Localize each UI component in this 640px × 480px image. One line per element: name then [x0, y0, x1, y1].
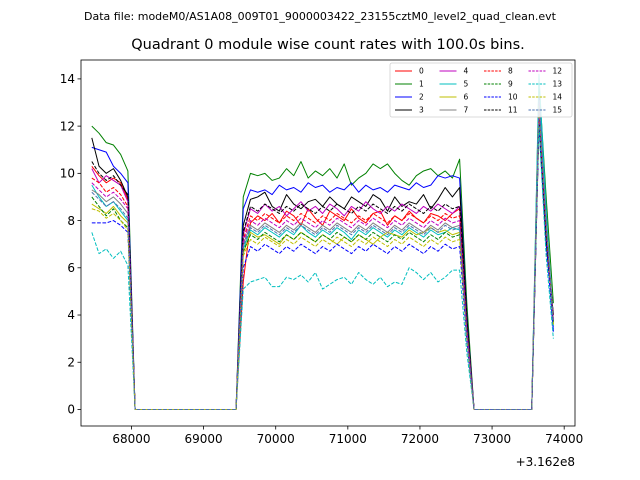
legend-box [389, 62, 573, 118]
x-tick-label-0: 68000 [112, 432, 150, 446]
legend-label-14: 14 [553, 93, 563, 102]
series-line-4 [91, 113, 554, 410]
legend-label-8: 8 [508, 67, 513, 76]
legend-label-11: 11 [508, 106, 518, 115]
x-tick-label-1: 69000 [185, 432, 223, 446]
series-line-8 [91, 118, 554, 410]
x-tick-label-6: 74000 [545, 432, 583, 446]
x-tick-label-2: 70000 [257, 432, 295, 446]
legend-label-2: 2 [419, 93, 424, 102]
axes-layer: 68000 69000 70000 71000 72000 73000 74000 0 2 4 6 8… [60, 59, 583, 446]
x-tick-label-4: 72000 [401, 432, 439, 446]
y-tick-label-2: 4 [67, 308, 75, 322]
y-tick-label-6: 12 [60, 119, 75, 133]
chart-title: Quadrant 0 module wise count rates with … [131, 37, 525, 53]
legend-label-13: 13 [553, 80, 563, 89]
legend-label-9: 9 [508, 80, 513, 89]
legend-label-10: 10 [508, 93, 518, 102]
series-line-14 [91, 104, 554, 410]
series-line-5 [91, 73, 554, 410]
series-line-3 [91, 120, 554, 410]
series-line-11 [91, 116, 554, 410]
x-tick-label-5: 73000 [473, 432, 511, 446]
series-line-1 [91, 80, 554, 410]
y-tick-label-3: 6 [67, 261, 75, 275]
y-tick-label-4: 8 [67, 214, 75, 228]
x-tick-label-3: 71000 [329, 432, 367, 446]
series-line-15 [91, 99, 554, 410]
series-line-2 [91, 97, 554, 410]
legend-label-7: 7 [464, 106, 469, 115]
y-tick-label-0: 0 [67, 403, 75, 417]
series-line-7 [91, 102, 554, 410]
legend-label-1: 1 [419, 80, 424, 89]
legend-label-5: 5 [464, 80, 469, 89]
legend-label-12: 12 [553, 67, 563, 76]
plot-frame [80, 59, 576, 427]
series-line-10 [91, 123, 554, 410]
legend-label-6: 6 [464, 93, 469, 102]
y-tick-label-7: 14 [60, 72, 75, 86]
legend-label-15: 15 [553, 106, 563, 115]
legend-label-4: 4 [464, 67, 469, 76]
y-tick-label-5: 10 [60, 167, 75, 181]
legend-label-0: 0 [419, 67, 424, 76]
y-tick-label-1: 2 [67, 355, 75, 369]
legend-label-3: 3 [419, 106, 424, 115]
series-line-9 [91, 111, 554, 410]
series-line-6 [91, 106, 554, 410]
series-line-13 [91, 125, 554, 410]
series-line-0 [91, 125, 554, 410]
series-layer [91, 73, 554, 410]
series-line-12 [91, 109, 554, 410]
x-offset-label: +3.162e8 [516, 455, 575, 469]
figure-suptitle: Data file: modeM0/AS1A08_009T01_90000034… [84, 10, 557, 23]
